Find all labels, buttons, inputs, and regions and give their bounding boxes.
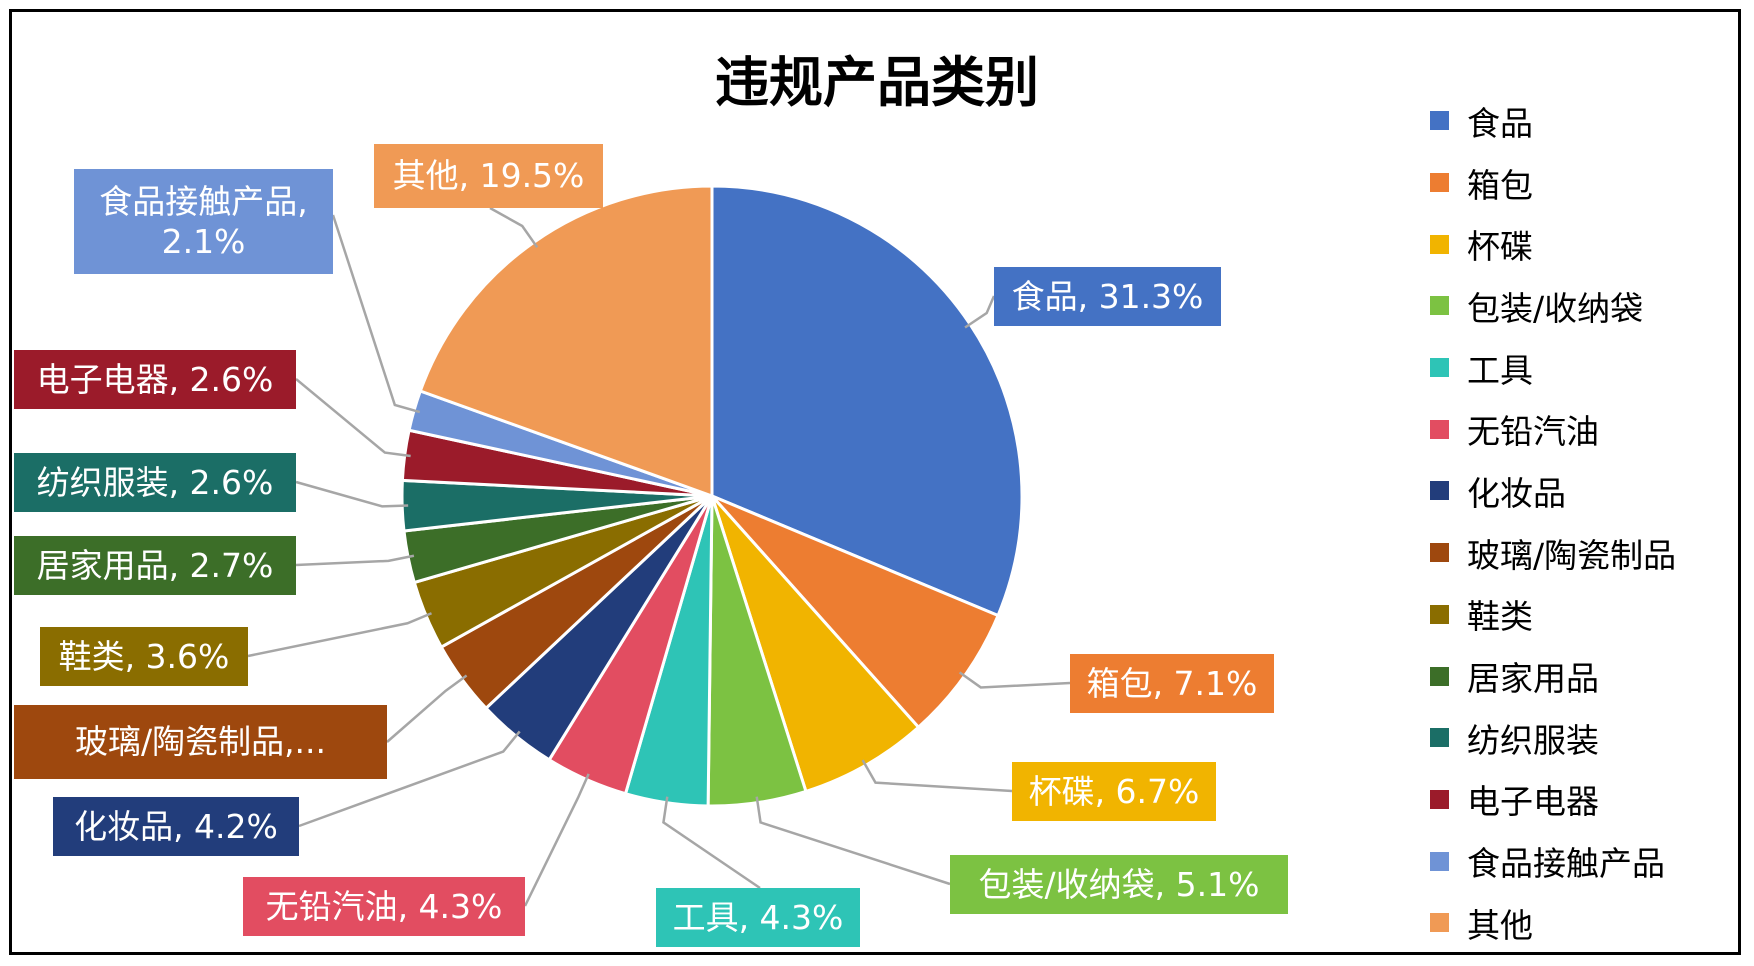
legend-swatch (1430, 543, 1449, 563)
legend-item: 纺织服装 (1430, 707, 1740, 769)
leader-line (295, 378, 411, 458)
data-label: 居家用品, 2.7% (14, 536, 296, 595)
legend-swatch (1430, 666, 1449, 686)
legend-swatch (1430, 358, 1449, 378)
legend-label: 箱包 (1467, 165, 1533, 205)
data-label: 工具, 4.3% (656, 888, 860, 947)
leader-line (958, 671, 1071, 689)
legend-label: 工具 (1467, 350, 1533, 390)
data-label: 化妆品, 4.2% (53, 797, 299, 856)
leader-line (295, 480, 409, 508)
legend-item: 食品接触产品 (1430, 830, 1740, 892)
data-label: 食品, 31.3% (994, 267, 1221, 326)
leader-line (489, 206, 539, 249)
legend-item: 工具 (1430, 337, 1740, 399)
legend-label: 杯碟 (1467, 227, 1533, 267)
leader-line (755, 796, 951, 886)
legend-item: 其他 (1430, 892, 1740, 954)
data-label: 箱包, 7.1% (1070, 654, 1274, 713)
legend-item: 箱包 (1430, 152, 1740, 214)
legend-label: 化妆品 (1467, 473, 1566, 513)
data-label: 电子电器, 2.6% (14, 350, 296, 409)
legend-label: 食品 (1467, 103, 1533, 143)
data-label: 玻璃/陶瓷制品,... (14, 705, 387, 779)
legend-swatch (1430, 296, 1449, 316)
leader-line (964, 295, 996, 329)
leader-line (386, 674, 468, 743)
leader-line (523, 773, 590, 907)
legend-item: 鞋类 (1430, 584, 1740, 646)
legend-item: 食品 (1430, 90, 1740, 152)
leader-line (331, 214, 421, 414)
leader-line (662, 796, 761, 890)
legend-swatch (1430, 234, 1449, 254)
data-label: 其他, 19.5% (374, 144, 603, 208)
legend-label: 电子电器 (1467, 782, 1599, 822)
data-label: 杯碟, 6.7% (1012, 762, 1216, 821)
data-label: 包装/收纳袋, 5.1% (950, 855, 1288, 914)
legend-swatch (1430, 789, 1449, 809)
legend-swatch (1430, 173, 1449, 193)
leader-line (861, 759, 1013, 793)
legend-item: 玻璃/陶瓷制品 (1430, 522, 1740, 584)
data-label: 食品接触产品, 2.1% (74, 169, 333, 274)
legend-swatch (1430, 419, 1449, 439)
legend-label: 鞋类 (1467, 597, 1533, 637)
legend-swatch (1430, 111, 1449, 131)
data-label: 纺织服装, 2.6% (14, 453, 296, 512)
legend-swatch (1430, 604, 1449, 624)
leader-line (247, 612, 432, 658)
legend-label: 居家用品 (1467, 659, 1599, 699)
legend-swatch (1430, 851, 1449, 871)
legend-swatch (1430, 913, 1449, 933)
legend-item: 化妆品 (1430, 460, 1740, 522)
leader-line (298, 730, 521, 828)
legend-item: 居家用品 (1430, 645, 1740, 707)
legend-item: 包装/收纳袋 (1430, 275, 1740, 337)
leader-line (295, 554, 415, 567)
data-label: 无铅汽油, 4.3% (243, 877, 525, 936)
legend-label: 包装/收纳袋 (1467, 288, 1644, 328)
legend: 食品箱包杯碟包装/收纳袋 工具无铅汽油化妆品玻璃/陶瓷制品 鞋类居家用品纺织服装电子… (1430, 90, 1740, 954)
legend-item: 电子电器 (1430, 769, 1740, 831)
legend-label: 无铅汽油 (1467, 412, 1599, 452)
data-label: 鞋类, 3.6% (40, 627, 248, 686)
legend-label: 纺织服装 (1467, 720, 1599, 760)
legend-item: 杯碟 (1430, 213, 1740, 275)
legend-label: 其他 (1467, 905, 1533, 945)
legend-label: 食品接触产品 (1467, 844, 1665, 884)
legend-swatch (1430, 481, 1449, 501)
legend-label: 玻璃/陶瓷制品 (1467, 535, 1677, 575)
legend-item: 无铅汽油 (1430, 398, 1740, 460)
chart-title: 违规产品类别 (715, 51, 1039, 114)
legend-swatch (1430, 728, 1449, 748)
